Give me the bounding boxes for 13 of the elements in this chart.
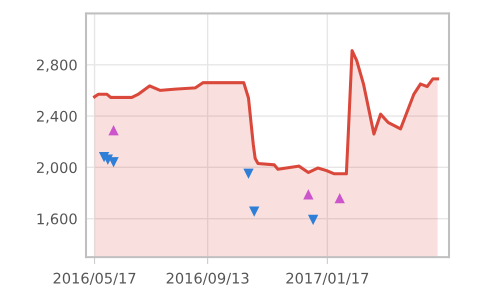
y-tick-label: 1,600	[38, 213, 77, 226]
x-tick-label: 2016/09/13	[166, 272, 248, 285]
point	[334, 192, 345, 204]
point	[108, 125, 119, 136]
x-tick-label: 2016/05/17	[54, 272, 136, 285]
y-tick-label: 2,400	[36, 110, 77, 124]
point	[308, 214, 318, 226]
point	[303, 189, 314, 200]
point	[243, 168, 254, 179]
point	[249, 206, 260, 217]
y-tick-label: 2,000	[36, 162, 77, 175]
x-tick-label: 2017/01/17	[286, 272, 368, 285]
y-tick-label: 2,800	[36, 59, 77, 72]
